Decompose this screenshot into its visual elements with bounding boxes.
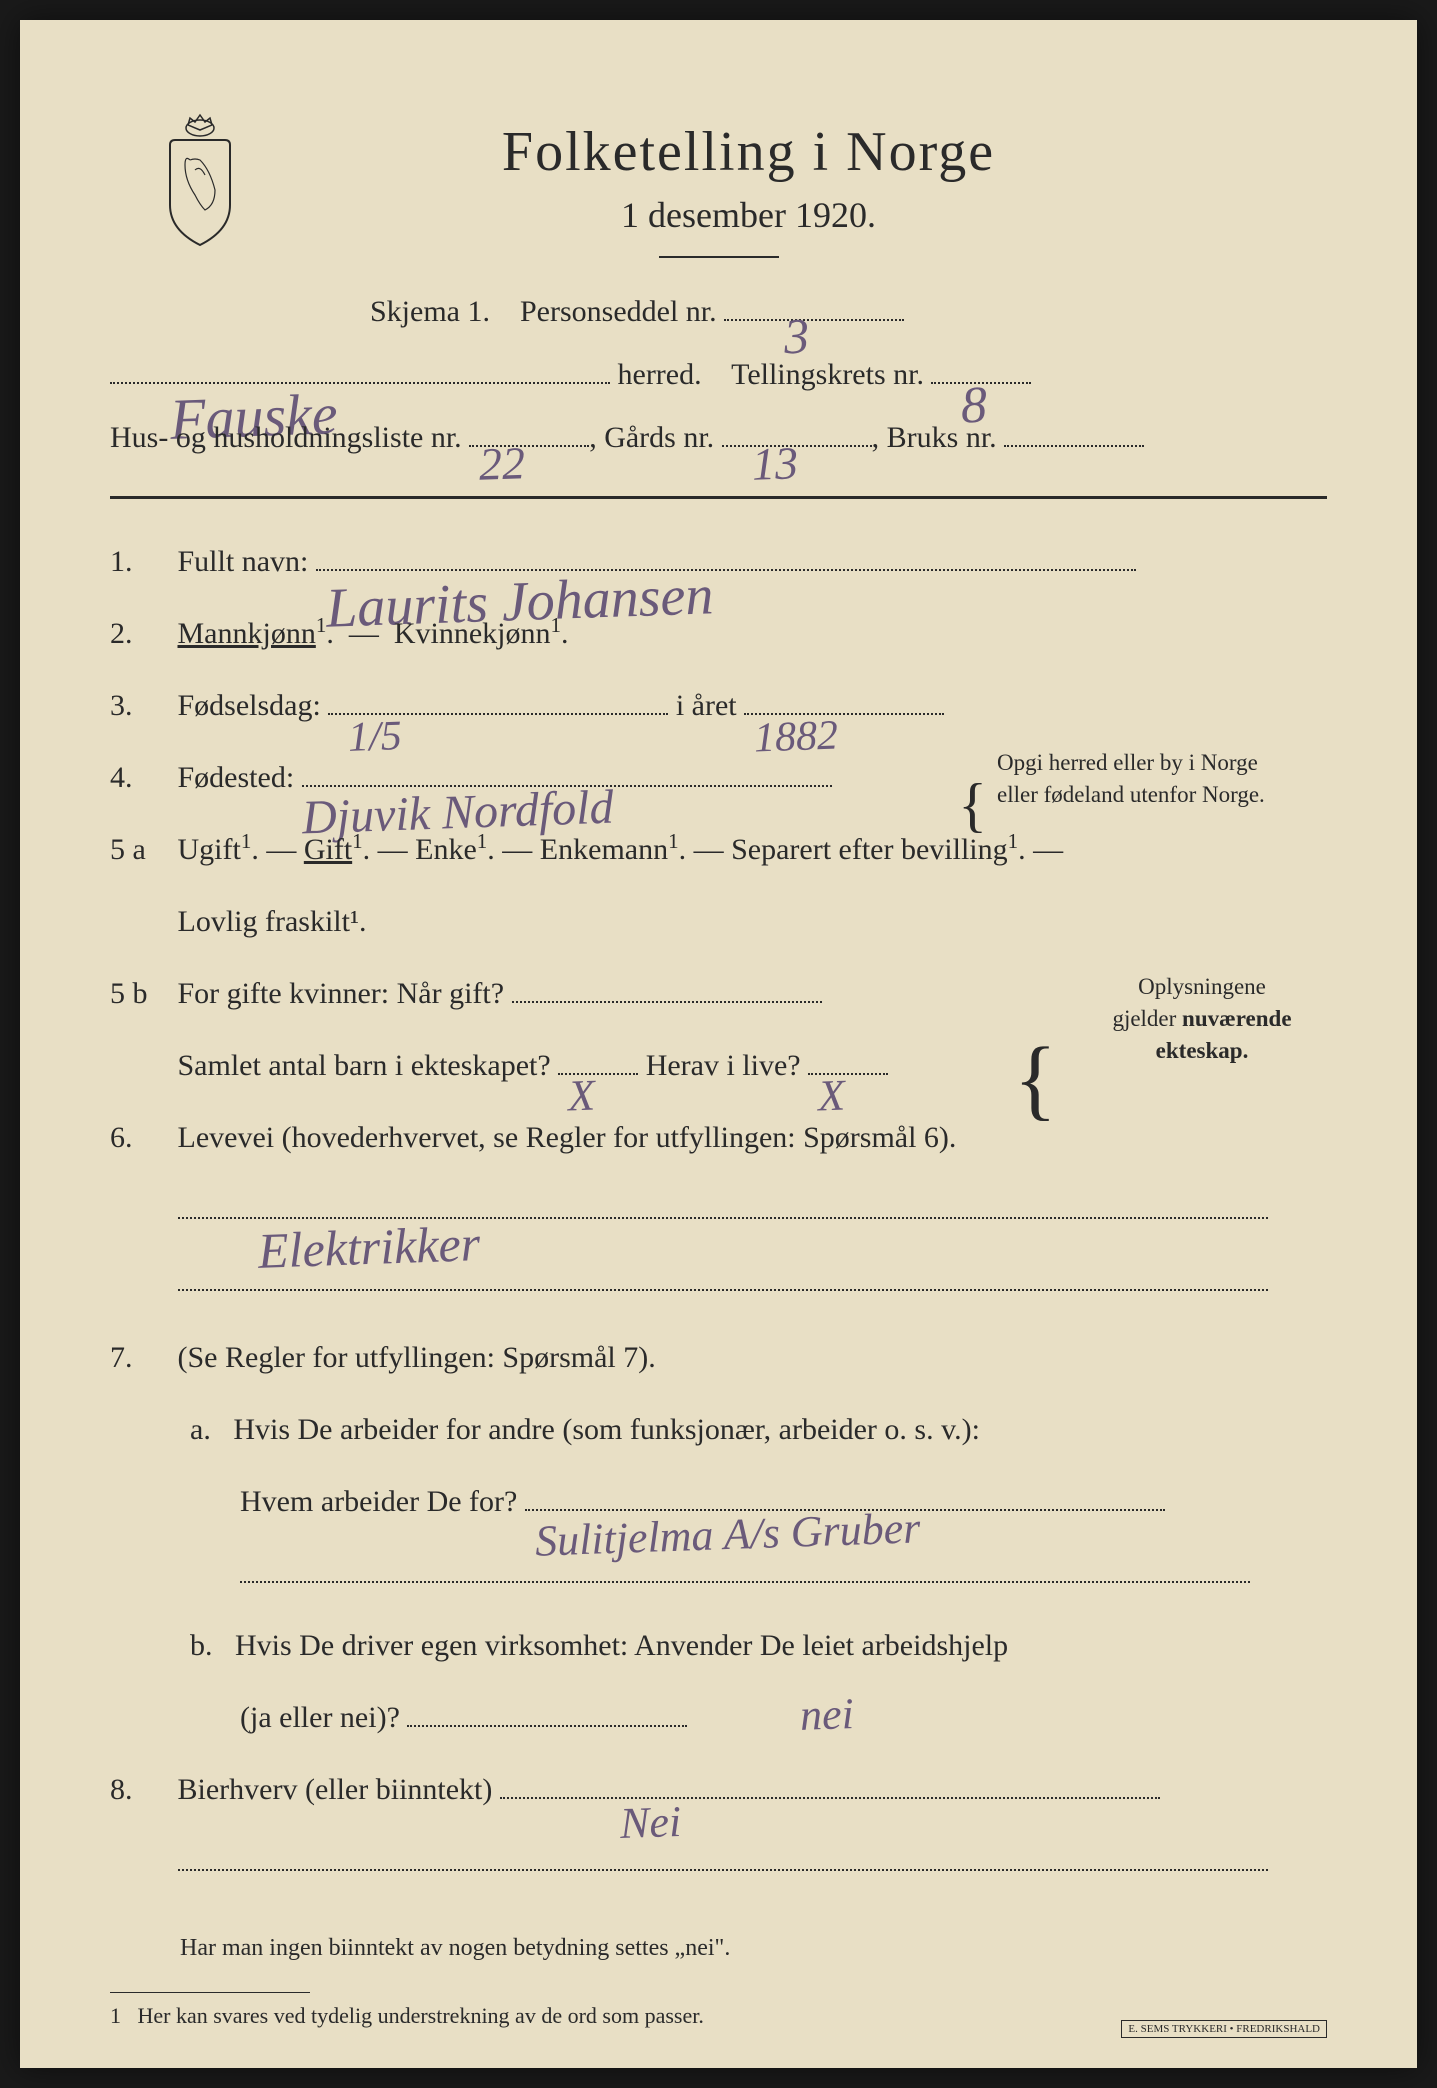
q2-row: 2. Mannkjønn1. — Kvinnekjønn1. (110, 601, 1327, 667)
q7-label: (Se Regler for utfyllingen: Spørsmål 7). (178, 1341, 656, 1374)
q4-note2: eller fødeland utenfor Norge. (997, 779, 1327, 811)
q8-label: Bierhverv (eller biinntekt) (178, 1773, 493, 1806)
q7a-field: Sulitjelma A/s Gruber (525, 1509, 1165, 1511)
q5a-row2: Lovlig fraskilt¹. (110, 889, 1327, 955)
skjema-label: Skjema 1. (370, 295, 490, 328)
q4-num: 4. (110, 745, 170, 811)
main-divider (110, 496, 1327, 499)
q4-label: Fødested: (178, 761, 295, 794)
q3-label: Fødselsdag: (178, 689, 321, 722)
q2-kvinne: Kvinnekjønn (394, 617, 551, 650)
q5b-row: 5 b For gifte kvinner: Når gift? { Oplys… (110, 961, 1327, 1027)
q7b-text1: Hvis De driver egen virksomhet: Anvender… (235, 1629, 1008, 1662)
q7-row: 7. (Se Regler for utfyllingen: Spørsmål … (110, 1325, 1327, 1391)
gards-value: 13 (750, 419, 799, 508)
q3-num: 3. (110, 673, 170, 739)
q7-num: 7. (110, 1325, 170, 1391)
q6-row: 6. Levevei (hovederhvervet, se Regler fo… (110, 1105, 1327, 1171)
hushold-field: 22 (469, 445, 589, 447)
q3-day-field: 1/5 (328, 713, 668, 715)
header: Folketelling i Norge 1 desember 1920. Sk… (110, 120, 1327, 466)
q4-note1: Opgi herred eller by i Norge (997, 747, 1327, 779)
q5b-alive-label: Herav i live? (646, 1049, 801, 1082)
q6-value-row: Elektrikker (110, 1177, 1327, 1243)
q7a-row: a. Hvis De arbeider for andre (som funks… (190, 1397, 1327, 1463)
q7b-text2: (ja eller nei)? (240, 1701, 400, 1734)
q7b-row2: (ja eller nei)? nei (240, 1685, 1327, 1751)
page-subtitle: 1 desember 1920. (170, 194, 1327, 236)
q6-field: Elektrikker (178, 1217, 1268, 1219)
herred-label: herred. (618, 358, 702, 391)
q6-blank-field (178, 1289, 1268, 1291)
q4-row: 4. Fødested: Djuvik Nordfold { Opgi herr… (110, 745, 1327, 811)
q5b-children-label: Samlet antal barn i ekteskapet? (178, 1049, 551, 1082)
personseddel-field: 3 (724, 319, 904, 321)
q3-year-field: 1882 (744, 713, 944, 715)
q7b-value: nei (798, 1666, 855, 1765)
q8-blank-row (110, 1829, 1327, 1895)
q1-num: 1. (110, 529, 170, 595)
hushold-value: 22 (478, 419, 527, 508)
q7b-row: b. Hvis De driver egen virksomhet: Anven… (190, 1613, 1327, 1679)
q2-mann: Mannkjønn (178, 617, 316, 650)
q5a-num: 5 a (110, 817, 170, 883)
q5b-alive-field: X (808, 1073, 888, 1075)
q7a-blank-field (240, 1581, 1250, 1583)
q5b-row2: Samlet antal barn i ekteskapet? X Herav … (110, 1033, 1327, 1099)
q6-blank-row (110, 1249, 1327, 1315)
printer-mark: E. SEMS TRYKKERI • FREDRIKSHALD (1121, 2020, 1327, 2038)
footnote-text: Her kan svares ved tydelig understreknin… (138, 2003, 704, 2028)
q4-sidenote: Opgi herred eller by i Norge eller fødel… (997, 747, 1327, 811)
q5b-label: For gifte kvinner: Når gift? (178, 977, 505, 1010)
q5b-children-field: X (558, 1073, 638, 1075)
q1-row: 1. Fullt navn: Laurits Johansen (110, 529, 1327, 595)
footer-rule (110, 1992, 310, 1993)
q8-num: 8. (110, 1757, 170, 1823)
q6-label: Levevei (hovederhvervet, se Regler for u… (178, 1121, 957, 1154)
q8-row: 8. Bierhverv (eller biinntekt) Nei (110, 1757, 1327, 1823)
personseddel-label: Personseddel nr. (520, 295, 717, 328)
q7a-label: a. (190, 1413, 211, 1446)
tellingskrets-field: 8 (931, 382, 1031, 384)
q7b-label: b. (190, 1629, 213, 1662)
q5b-note2: gjelder nuværende (1077, 1003, 1327, 1035)
q5b-num: 5 b (110, 961, 170, 1027)
bruks-field (1004, 445, 1144, 447)
q5a-options2: Lovlig fraskilt¹. (178, 905, 367, 938)
footer-note-text: Har man ingen biinntekt av nogen betydni… (180, 1935, 730, 1961)
q8-field: Nei (500, 1797, 1160, 1799)
divider (659, 256, 779, 258)
q7a-row2: Hvem arbeider De for? Sulitjelma A/s Gru… (240, 1469, 1327, 1535)
gards-field: 13 (722, 445, 872, 447)
footnote-num: 1 (110, 2003, 121, 2028)
page-title: Folketelling i Norge (170, 120, 1327, 184)
q6-num: 6. (110, 1105, 170, 1171)
q7a-text2: Hvem arbeider De for? (240, 1485, 517, 1518)
q1-field: Laurits Johansen (316, 569, 1136, 571)
tellingskrets-label: Tellingskrets nr. (731, 358, 924, 391)
skjema-line: Skjema 1. Personseddel nr. 3 (370, 283, 1327, 340)
hushold-label: Hus- og husholdningsliste nr. (110, 421, 462, 454)
q7a-blank-row (240, 1541, 1327, 1607)
herred-field: Fauske (110, 382, 610, 384)
bruks-label: Bruks nr. (887, 421, 997, 454)
census-form-page: Folketelling i Norge 1 desember 1920. Sk… (20, 20, 1417, 2068)
herred-line: Fauske herred. Tellingskrets nr. 8 (110, 346, 1327, 403)
footer-note: Har man ingen biinntekt av nogen betydni… (180, 1935, 1327, 1962)
q4-field: Djuvik Nordfold (302, 785, 832, 787)
q5b-note1: Oplysningene (1077, 971, 1327, 1003)
q5b-gift-field (512, 1001, 822, 1003)
coat-of-arms-icon (150, 110, 250, 250)
q7a-text1: Hvis De arbeider for andre (som funksjon… (233, 1413, 980, 1446)
q3-year-label: i året (676, 689, 737, 722)
q5a-row: 5 a Ugift1. — Gift1. — Enke1. — Enkemann… (110, 817, 1327, 883)
q3-row: 3. Fødselsdag: 1/5 i året 1882 (110, 673, 1327, 739)
q2-num: 2. (110, 601, 170, 667)
q8-blank-field (178, 1869, 1268, 1871)
q7b-field (407, 1725, 687, 1727)
hushold-line: Hus- og husholdningsliste nr. 22 , Gårds… (110, 409, 1327, 466)
gards-label: Gårds nr. (604, 421, 714, 454)
q1-label: Fullt navn: (178, 545, 309, 578)
